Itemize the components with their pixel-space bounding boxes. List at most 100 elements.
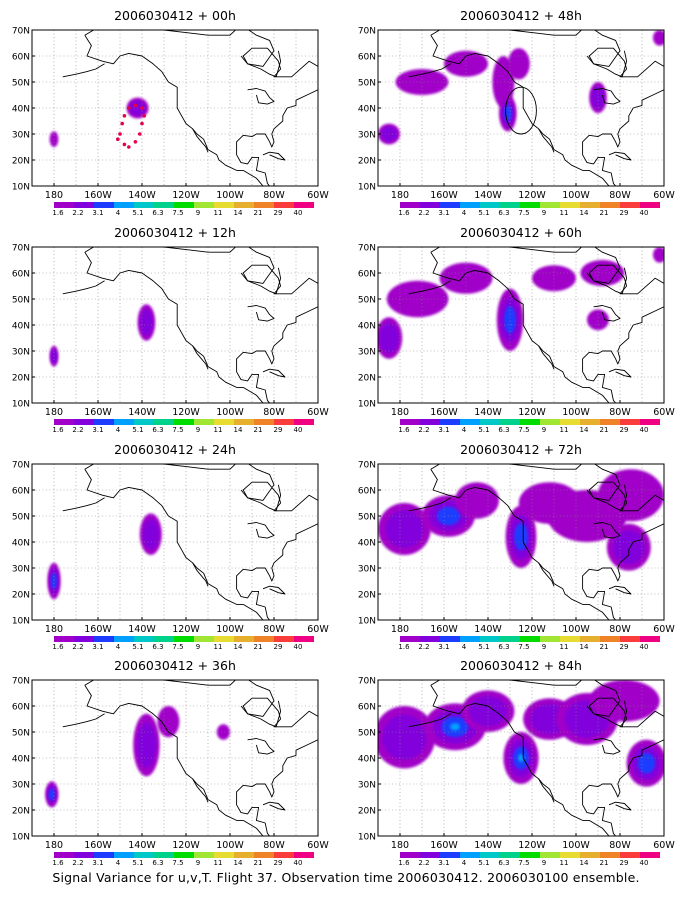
x-tick-label: 180 — [391, 407, 409, 418]
colorbar-label: 29 — [620, 426, 629, 434]
map-area — [378, 247, 664, 403]
flight-track-point — [118, 132, 122, 136]
colorbar-label: 3.1 — [438, 859, 449, 867]
y-tick-label: 70N — [12, 27, 30, 37]
y-tick-label: 40N — [12, 539, 30, 549]
colorbar-swatch — [174, 852, 194, 858]
colorbar: 1.6 2.2 3.1 4 5.1 6.3 7.5 9 11 14 21 29 40 — [398, 636, 660, 651]
colorbar-label: 29 — [274, 859, 283, 867]
variance-contour — [653, 247, 664, 263]
x-tick-label: 60W — [653, 624, 675, 635]
map-panel: 2006030412 + 00h 10N 20N 30N 40N 50N 60N 70N 180… — [12, 8, 330, 217]
y-tick-label: 10N — [358, 183, 376, 193]
colorbar-swatch — [114, 636, 134, 642]
colorbar-label: 2.2 — [72, 643, 83, 651]
coastline — [84, 468, 264, 620]
colorbar-swatch — [294, 852, 314, 858]
colorbar-swatch — [480, 202, 500, 208]
colorbar-label: 6.3 — [498, 643, 509, 651]
variance-contour — [653, 30, 664, 46]
colorbar-label: 4 — [462, 859, 467, 867]
colorbar-label: 1.6 — [52, 859, 64, 867]
y-tick-label: 50N — [358, 296, 376, 306]
x-tick-label: 180 — [45, 840, 63, 851]
colorbar-label: 11 — [560, 643, 569, 651]
colorbar-swatch — [520, 202, 540, 208]
y-tick-label: 70N — [12, 461, 30, 471]
colorbar-label: 1.6 — [398, 859, 410, 867]
colorbar-label: 40 — [640, 209, 649, 217]
coastline — [430, 247, 664, 403]
coastline — [538, 345, 555, 370]
variance-contour — [395, 69, 449, 95]
coastline — [247, 305, 275, 322]
y-tick-label: 60N — [12, 487, 30, 497]
x-tick-label: 140W — [474, 407, 502, 418]
colorbar-swatch — [500, 852, 520, 858]
colorbar-swatch — [254, 852, 274, 858]
flight-track-point — [122, 142, 127, 147]
colorbar-swatch — [460, 419, 480, 425]
colorbar-swatch — [74, 636, 94, 642]
panel-title: 2006030412 + 12h — [114, 225, 236, 240]
colorbar-label: 11 — [214, 643, 223, 651]
colorbar: 1.6 2.2 3.1 4 5.1 6.3 7.5 9 11 14 21 29 40 — [52, 419, 314, 434]
x-tick-label: 160W — [84, 624, 112, 635]
y-tick-label: 30N — [358, 565, 376, 575]
colorbar-swatch — [214, 636, 234, 642]
coastline — [62, 497, 105, 512]
colorbar-swatch — [54, 852, 74, 858]
x-tick-label: 100W — [216, 190, 244, 201]
variance-contour — [157, 706, 180, 738]
colorbar-label: 14 — [580, 426, 589, 434]
colorbar-swatch — [154, 202, 174, 208]
colorbar-label: 6.3 — [152, 643, 163, 651]
coastline — [608, 368, 632, 378]
x-tick-label: 60W — [653, 190, 675, 201]
flight-track-point — [142, 114, 146, 118]
colorbar-label: 29 — [620, 209, 629, 217]
y-tick-label: 60N — [12, 270, 30, 280]
x-tick-label: 120W — [518, 840, 546, 851]
colorbar-label: 11 — [560, 426, 569, 434]
coastline — [430, 684, 610, 836]
x-tick-label: 60W — [653, 407, 675, 418]
colorbar-swatch — [94, 202, 114, 208]
map-area — [32, 247, 318, 403]
colorbar-label: 11 — [214, 426, 223, 434]
colorbar-label: 3.1 — [438, 209, 449, 217]
colorbar-label: 7.5 — [172, 426, 183, 434]
coastline — [608, 801, 632, 811]
colorbar-swatch — [620, 852, 640, 858]
y-tick-label: 30N — [358, 348, 376, 358]
colorbar-swatch — [74, 202, 94, 208]
coastline — [642, 30, 664, 31]
colorbar-swatch — [214, 852, 234, 858]
x-tick-label: 100W — [216, 407, 244, 418]
x-tick-label: 160W — [84, 840, 112, 851]
coastline — [586, 484, 628, 512]
y-tick-label: 40N — [12, 105, 30, 115]
colorbar-swatch — [460, 202, 480, 208]
variance-contour — [136, 722, 156, 768]
colorbar-swatch — [214, 202, 234, 208]
variance-contour — [51, 572, 57, 590]
y-tick-label: 50N — [358, 79, 376, 89]
y-tick-label: 30N — [12, 131, 30, 141]
variance-contour — [450, 723, 460, 731]
y-tick-label: 60N — [358, 703, 376, 713]
colorbar-swatch — [194, 636, 214, 642]
colorbar-label: 1.6 — [398, 643, 410, 651]
y-tick-label: 40N — [12, 322, 30, 332]
colorbar-label: 29 — [274, 426, 283, 434]
colorbar-label: 1.6 — [52, 209, 64, 217]
colorbar-swatch — [560, 636, 580, 642]
colorbar-label: 40 — [294, 209, 303, 217]
variance-contour — [444, 50, 488, 77]
colorbar-swatch — [480, 419, 500, 425]
colorbar-label: 4 — [116, 859, 121, 867]
colorbar-swatch — [400, 202, 420, 208]
variance-contour — [385, 510, 424, 548]
colorbar-swatch — [274, 636, 294, 642]
flight-track-point — [140, 121, 144, 126]
